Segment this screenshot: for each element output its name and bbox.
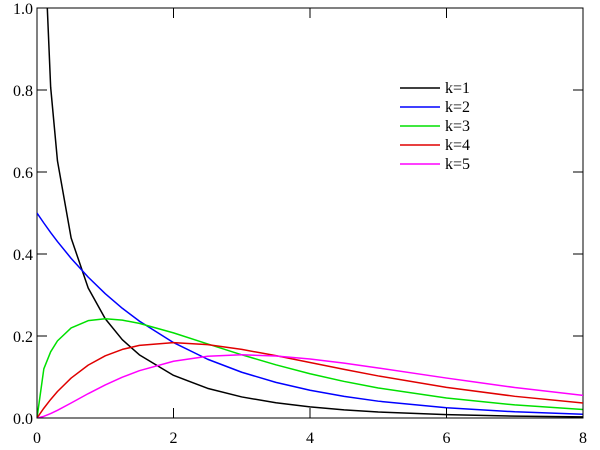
- y-tick-label: 0.0: [13, 411, 33, 428]
- x-tick-label: 0: [33, 430, 41, 447]
- series-line: [37, 341, 583, 418]
- plot-area: [37, 8, 583, 418]
- plot-frame: [36, 7, 584, 419]
- x-tick-label: 8: [579, 430, 587, 447]
- x-tick-label: 4: [306, 430, 314, 447]
- legend-label: k=3: [445, 118, 470, 135]
- y-tick-label: 0.4: [13, 247, 33, 264]
- y-tick-label: 0.2: [13, 329, 33, 346]
- x-tick-label: 6: [443, 430, 451, 447]
- series-line: [37, 318, 583, 418]
- x-tick-label: 2: [170, 430, 178, 447]
- y-tick-label: 0.6: [13, 165, 33, 182]
- legend-label: k=2: [445, 99, 470, 116]
- legend-label: k=1: [445, 80, 470, 97]
- series-line: [46, 8, 583, 418]
- legend-label: k=5: [445, 156, 470, 173]
- series-line: [37, 212, 583, 415]
- y-tick-label: 1.0: [13, 1, 33, 18]
- series-line: [37, 354, 583, 418]
- y-tick-label: 0.8: [13, 83, 33, 100]
- legend-label: k=4: [445, 137, 470, 154]
